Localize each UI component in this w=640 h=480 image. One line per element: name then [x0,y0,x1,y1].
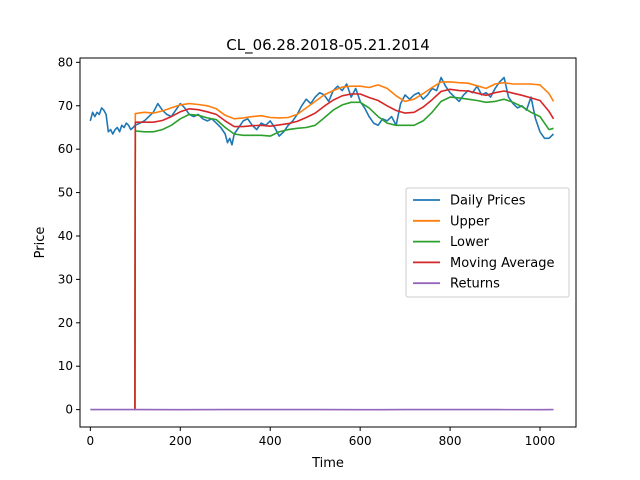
x-tick-label: 0 [87,434,95,448]
legend-label-upper: Upper [450,214,490,229]
plot-series-group [89,76,555,411]
y-tick-label: 60 [58,142,73,156]
y-axis: 0 10 20 30 40 50 60 70 80 [58,55,80,417]
y-tick-label: 80 [58,55,73,69]
legend-label-daily-prices: Daily Prices [450,194,526,209]
series-upper-line [134,81,555,410]
plot-frame [79,57,577,428]
y-axis-label: Price [33,227,48,259]
y-tick-label: 0 [65,403,73,417]
x-tick-label: 200 [169,434,192,448]
x-tick-label: 800 [439,434,462,448]
x-axis: 0 200 400 600 800 1000 [87,427,556,448]
y-tick-label: 10 [58,359,73,373]
legend-label-lower: Lower [450,235,490,250]
y-tick-label: 30 [58,272,73,286]
x-tick-label: 600 [349,434,372,448]
legend-label-moving-average: Moving Average [450,256,554,271]
series-moving-average-line [134,88,555,411]
y-tick-label: 50 [58,186,73,200]
y-tick-label: 20 [58,316,73,330]
x-tick-label: 400 [259,434,282,448]
chart-title: CL_06.28.2018-05.21.2014 [226,36,430,55]
legend-label-returns: Returns [450,277,500,292]
series-lower-line [134,96,554,410]
x-tick-label: 1000 [525,434,556,448]
legend: Daily Prices Upper Lower Moving Average Retu… [405,187,570,298]
legend-box [405,187,570,298]
y-tick-label: 40 [58,229,73,243]
y-tick-label: 70 [58,99,73,113]
x-axis-label: Time [311,456,344,471]
